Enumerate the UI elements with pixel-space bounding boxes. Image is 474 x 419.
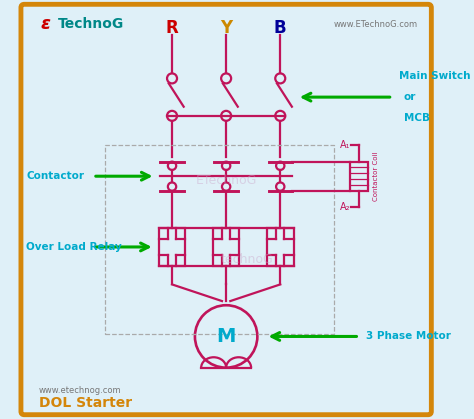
Text: Contactor: Contactor [27,171,84,181]
Text: A₂: A₂ [340,202,350,212]
Text: Contactor Coil: Contactor Coil [373,151,379,201]
Text: ETechnoG: ETechnoG [195,174,257,187]
Text: technoG: technoG [220,253,273,266]
Text: M: M [217,327,236,346]
Bar [213,228,239,266]
Bar [350,162,368,191]
Text: DOL Starter: DOL Starter [39,396,132,410]
Text: Y: Y [220,19,232,37]
FancyBboxPatch shape [21,4,431,415]
Text: B: B [274,19,287,37]
Text: or: or [403,92,415,102]
Text: A₁: A₁ [340,140,350,150]
Text: 3 Phase Motor: 3 Phase Motor [365,331,450,341]
Bar [159,228,185,266]
Bar [267,228,293,266]
Text: TechnoG: TechnoG [57,17,124,31]
Text: MCB: MCB [404,113,430,123]
Text: www.ETechnoG.com: www.ETechnoG.com [334,20,418,29]
Text: Main Switch: Main Switch [399,71,470,81]
Text: R: R [165,19,178,37]
Text: Over Load Relay: Over Load Relay [27,242,122,252]
Text: www.etechnog.com: www.etechnog.com [39,386,121,395]
Text: ε: ε [41,15,51,33]
